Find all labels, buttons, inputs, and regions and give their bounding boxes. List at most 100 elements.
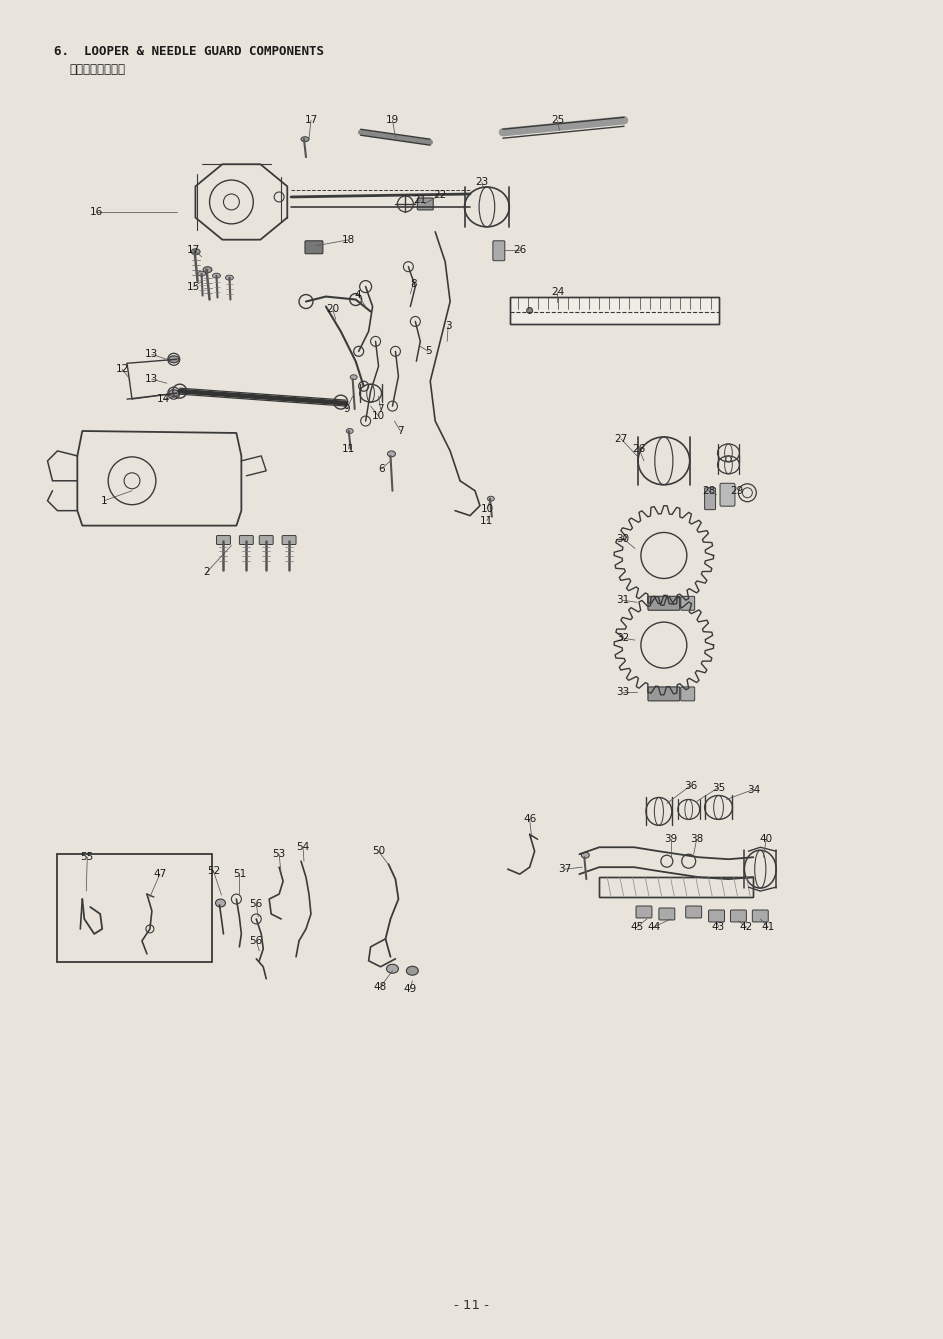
Bar bbox=[599, 877, 753, 897]
Text: 24: 24 bbox=[551, 287, 564, 296]
Text: 54: 54 bbox=[296, 842, 309, 852]
Text: 32: 32 bbox=[617, 633, 630, 643]
FancyBboxPatch shape bbox=[636, 907, 652, 919]
Text: ルーパ・针受関係: ルーパ・针受関係 bbox=[70, 63, 125, 75]
Bar bbox=[510, 296, 719, 324]
FancyBboxPatch shape bbox=[259, 536, 273, 545]
Text: 49: 49 bbox=[404, 984, 417, 994]
Ellipse shape bbox=[169, 356, 179, 363]
Text: 37: 37 bbox=[558, 864, 571, 874]
Text: 51: 51 bbox=[233, 869, 246, 880]
Text: 35: 35 bbox=[712, 782, 725, 793]
Text: 21: 21 bbox=[414, 195, 427, 205]
Text: 10: 10 bbox=[480, 503, 493, 514]
Text: 7: 7 bbox=[397, 426, 404, 437]
Text: 13: 13 bbox=[145, 349, 158, 359]
Text: 5: 5 bbox=[425, 347, 432, 356]
Text: 4: 4 bbox=[355, 289, 361, 300]
Text: 3: 3 bbox=[445, 321, 452, 332]
Text: 55: 55 bbox=[81, 852, 94, 862]
Ellipse shape bbox=[388, 451, 395, 457]
Ellipse shape bbox=[203, 266, 212, 273]
Text: 10: 10 bbox=[372, 411, 385, 420]
Text: 2: 2 bbox=[204, 568, 210, 577]
Text: 15: 15 bbox=[187, 281, 200, 292]
Text: 11: 11 bbox=[342, 445, 356, 454]
Text: 1: 1 bbox=[101, 495, 108, 506]
FancyBboxPatch shape bbox=[681, 596, 695, 611]
Ellipse shape bbox=[216, 898, 225, 907]
Ellipse shape bbox=[191, 249, 200, 254]
FancyBboxPatch shape bbox=[418, 198, 433, 210]
Ellipse shape bbox=[169, 390, 179, 396]
Ellipse shape bbox=[198, 272, 206, 276]
Text: 7: 7 bbox=[377, 404, 384, 414]
Text: 47: 47 bbox=[153, 869, 167, 880]
Text: 53: 53 bbox=[273, 849, 286, 860]
FancyBboxPatch shape bbox=[493, 241, 505, 261]
Text: 40: 40 bbox=[760, 834, 773, 845]
Ellipse shape bbox=[387, 964, 399, 973]
Text: 17: 17 bbox=[187, 245, 200, 254]
Text: 28: 28 bbox=[702, 486, 715, 495]
Text: 56: 56 bbox=[250, 936, 263, 945]
Text: 14: 14 bbox=[157, 394, 171, 404]
Ellipse shape bbox=[488, 497, 494, 501]
Text: 17: 17 bbox=[305, 115, 318, 126]
FancyBboxPatch shape bbox=[720, 483, 735, 506]
FancyBboxPatch shape bbox=[731, 911, 746, 923]
Ellipse shape bbox=[581, 852, 589, 858]
Text: 8: 8 bbox=[410, 279, 417, 289]
Bar bbox=[58, 854, 211, 961]
Text: 48: 48 bbox=[374, 981, 388, 992]
Text: - 11 -: - 11 - bbox=[454, 1299, 489, 1312]
Text: 13: 13 bbox=[145, 374, 158, 384]
Text: 45: 45 bbox=[630, 923, 644, 932]
Text: 22: 22 bbox=[434, 190, 447, 200]
Text: 26: 26 bbox=[513, 245, 526, 254]
Text: 26: 26 bbox=[633, 445, 646, 454]
Text: 52: 52 bbox=[207, 866, 220, 876]
FancyBboxPatch shape bbox=[704, 487, 716, 510]
Text: 41: 41 bbox=[762, 923, 775, 932]
FancyBboxPatch shape bbox=[659, 908, 675, 920]
Text: 46: 46 bbox=[523, 814, 537, 825]
FancyBboxPatch shape bbox=[305, 241, 323, 253]
Ellipse shape bbox=[350, 375, 357, 380]
FancyBboxPatch shape bbox=[648, 596, 680, 611]
Text: 23: 23 bbox=[475, 177, 488, 187]
Text: 29: 29 bbox=[730, 486, 743, 495]
Text: 25: 25 bbox=[551, 115, 564, 126]
FancyBboxPatch shape bbox=[282, 536, 296, 545]
FancyBboxPatch shape bbox=[681, 687, 695, 700]
Ellipse shape bbox=[406, 967, 419, 975]
Text: 39: 39 bbox=[664, 834, 677, 845]
Text: 12: 12 bbox=[115, 364, 128, 375]
Text: 19: 19 bbox=[386, 115, 399, 126]
Bar bbox=[599, 877, 753, 897]
Text: 31: 31 bbox=[617, 596, 630, 605]
Text: 38: 38 bbox=[690, 834, 703, 845]
Text: 27: 27 bbox=[615, 434, 628, 445]
FancyBboxPatch shape bbox=[217, 536, 230, 545]
Text: 30: 30 bbox=[617, 533, 630, 544]
FancyBboxPatch shape bbox=[753, 911, 769, 923]
Text: 16: 16 bbox=[90, 208, 103, 217]
Text: 20: 20 bbox=[326, 304, 339, 315]
Bar bbox=[510, 296, 719, 324]
Text: 9: 9 bbox=[343, 404, 350, 414]
Text: 43: 43 bbox=[712, 923, 725, 932]
Text: 36: 36 bbox=[684, 781, 697, 790]
Text: 42: 42 bbox=[739, 923, 753, 932]
Ellipse shape bbox=[225, 274, 234, 280]
Ellipse shape bbox=[301, 137, 309, 142]
FancyBboxPatch shape bbox=[686, 907, 702, 919]
FancyBboxPatch shape bbox=[648, 687, 680, 700]
Text: 56: 56 bbox=[250, 898, 263, 909]
Text: 18: 18 bbox=[342, 234, 356, 245]
Text: 6.  LOOPER & NEEDLE GUARD COMPONENTS: 6. LOOPER & NEEDLE GUARD COMPONENTS bbox=[55, 44, 324, 58]
FancyBboxPatch shape bbox=[708, 911, 724, 923]
Circle shape bbox=[527, 308, 533, 313]
Text: 34: 34 bbox=[747, 785, 760, 794]
Ellipse shape bbox=[346, 428, 354, 434]
